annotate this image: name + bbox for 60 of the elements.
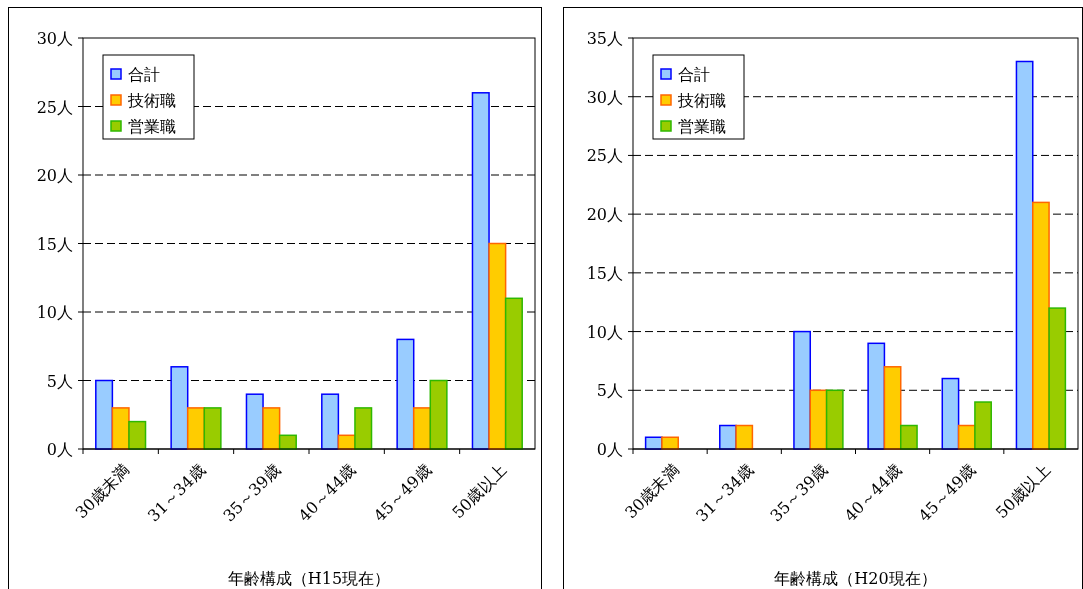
y-tick-label: 15人 [36, 234, 73, 254]
bar [412, 407, 432, 450]
bar [793, 330, 812, 450]
bar [488, 242, 507, 450]
bar [128, 420, 147, 450]
x-tick-label: 50歳以上 [448, 460, 511, 523]
y-tick-label: 0人 [596, 440, 623, 459]
legend-label: 営業職 [128, 117, 176, 136]
y-tick-label: 5人 [46, 371, 73, 391]
y-tick-label: 35人 [586, 29, 623, 48]
bar [1032, 201, 1050, 450]
x-tick-label: 45～49歳 [914, 460, 980, 526]
y-tick-label: 15人 [586, 263, 623, 283]
x-tick-label: 35～39歳 [219, 460, 285, 526]
y-tick-label: 25人 [36, 97, 73, 117]
bar [735, 424, 754, 450]
bar [471, 92, 490, 450]
x-tick-label: 45～49歳 [369, 460, 435, 526]
x-axis-title: 年齢構成（H20現在） [774, 569, 937, 588]
bar [321, 393, 340, 450]
x-tick-label: 30歳未満 [71, 460, 134, 523]
y-tick-label: 30人 [36, 29, 73, 48]
y-tick-label: 5人 [596, 381, 623, 401]
bar [504, 297, 523, 450]
x-tick-label: 31～34歳 [143, 460, 209, 526]
bar [95, 379, 114, 450]
bar [354, 407, 373, 450]
bar [974, 401, 992, 450]
x-tick-label: 40～44歳 [294, 460, 360, 526]
bar [203, 407, 222, 450]
x-tick-label: 30歳未満 [621, 460, 683, 523]
legend-label: 営業職 [678, 117, 726, 136]
legend-label: 技術職 [127, 91, 176, 110]
legend-label: 合計 [678, 65, 710, 84]
bar [186, 407, 206, 450]
y-tick-label: 20人 [36, 166, 73, 185]
bar [899, 424, 918, 450]
y-tick-label: 10人 [586, 322, 623, 342]
bar [262, 407, 281, 450]
x-tick-label: 31～34歳 [692, 460, 758, 526]
y-tick-label: 25人 [586, 146, 623, 166]
bar [867, 342, 886, 450]
y-tick-label: 0人 [46, 440, 73, 459]
bar [883, 366, 902, 450]
bar [429, 379, 448, 450]
x-tick-label: 40～44歳 [840, 460, 906, 526]
x-tick-label: 50歳以上 [991, 460, 1054, 523]
bar [170, 366, 189, 450]
legend-label: 技術職 [677, 91, 726, 110]
bar [941, 377, 960, 450]
bar [396, 338, 415, 450]
y-tick-label: 10人 [36, 303, 73, 322]
y-tick-label: 20人 [586, 205, 623, 225]
legend-label: 合計 [128, 65, 160, 84]
bar [1015, 60, 1034, 450]
x-tick-label: 35～39歳 [766, 460, 832, 526]
x-axis-title: 年齢構成（H15現在） [227, 569, 391, 588]
y-tick-label: 30人 [586, 87, 623, 107]
bar [1048, 307, 1067, 450]
bar [825, 389, 844, 450]
